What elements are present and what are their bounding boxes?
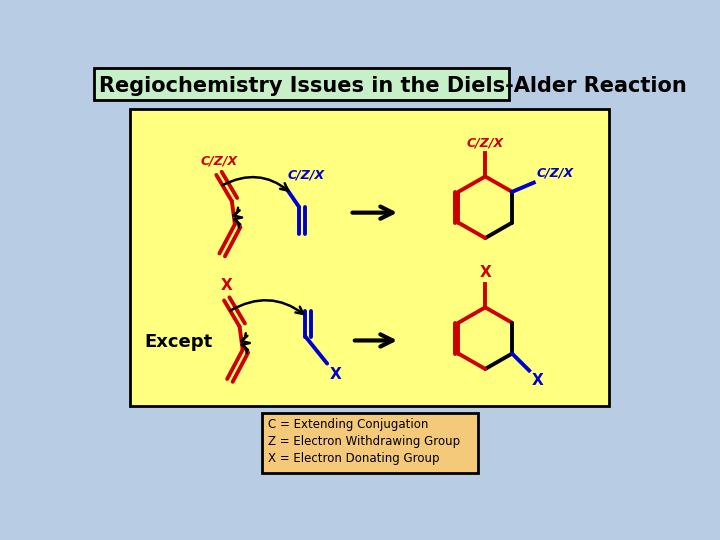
- Text: C/Z/X: C/Z/X: [467, 137, 504, 150]
- Text: Regiochemistry Issues in the Diels-Alder Reaction: Regiochemistry Issues in the Diels-Alder…: [99, 76, 687, 96]
- Text: X: X: [480, 265, 491, 280]
- Text: C/Z/X: C/Z/X: [200, 154, 237, 167]
- Text: X: X: [531, 373, 543, 388]
- Text: X: X: [220, 278, 233, 293]
- Text: C = Extending Conjugation: C = Extending Conjugation: [269, 418, 428, 431]
- Bar: [130, 110, 609, 406]
- Bar: [94, 68, 508, 100]
- Text: X = Electron Donating Group: X = Electron Donating Group: [269, 452, 440, 465]
- Text: X: X: [330, 367, 341, 382]
- Text: C/Z/X: C/Z/X: [536, 166, 573, 179]
- Bar: [262, 413, 477, 473]
- Text: C/Z/X: C/Z/X: [287, 169, 325, 182]
- Text: Except: Except: [144, 333, 212, 351]
- Text: Z = Electron Withdrawing Group: Z = Electron Withdrawing Group: [269, 435, 460, 448]
